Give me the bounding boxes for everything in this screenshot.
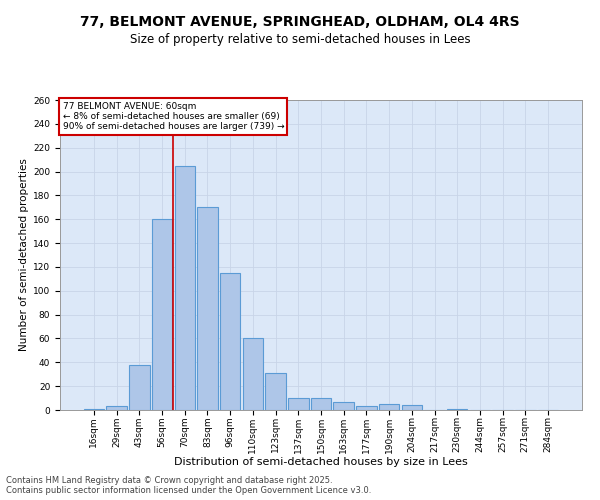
Bar (220, 273, 241, 410)
Bar (265, 373, 286, 410)
Bar (84, 409, 104, 410)
Bar (334, 402, 354, 410)
Text: Size of property relative to semi-detached houses in Lees: Size of property relative to semi-detach… (130, 32, 470, 46)
Bar (242, 338, 263, 410)
X-axis label: Distribution of semi-detached houses by size in Lees: Distribution of semi-detached houses by … (174, 457, 468, 467)
Y-axis label: Number of semi-detached properties: Number of semi-detached properties (19, 158, 29, 352)
Bar (175, 166, 195, 410)
Bar (401, 405, 422, 410)
Bar (129, 364, 149, 410)
Bar (379, 404, 400, 410)
Bar (197, 208, 218, 410)
Text: Contains HM Land Registry data © Crown copyright and database right 2025.
Contai: Contains HM Land Registry data © Crown c… (6, 476, 371, 495)
Bar (288, 398, 308, 410)
Bar (152, 219, 172, 410)
Bar (311, 398, 331, 410)
Text: 77 BELMONT AVENUE: 60sqm
← 8% of semi-detached houses are smaller (69)
90% of se: 77 BELMONT AVENUE: 60sqm ← 8% of semi-de… (62, 102, 284, 132)
Bar (356, 406, 377, 410)
Bar (447, 409, 467, 410)
Text: 77, BELMONT AVENUE, SPRINGHEAD, OLDHAM, OL4 4RS: 77, BELMONT AVENUE, SPRINGHEAD, OLDHAM, … (80, 15, 520, 29)
Bar (106, 406, 127, 410)
